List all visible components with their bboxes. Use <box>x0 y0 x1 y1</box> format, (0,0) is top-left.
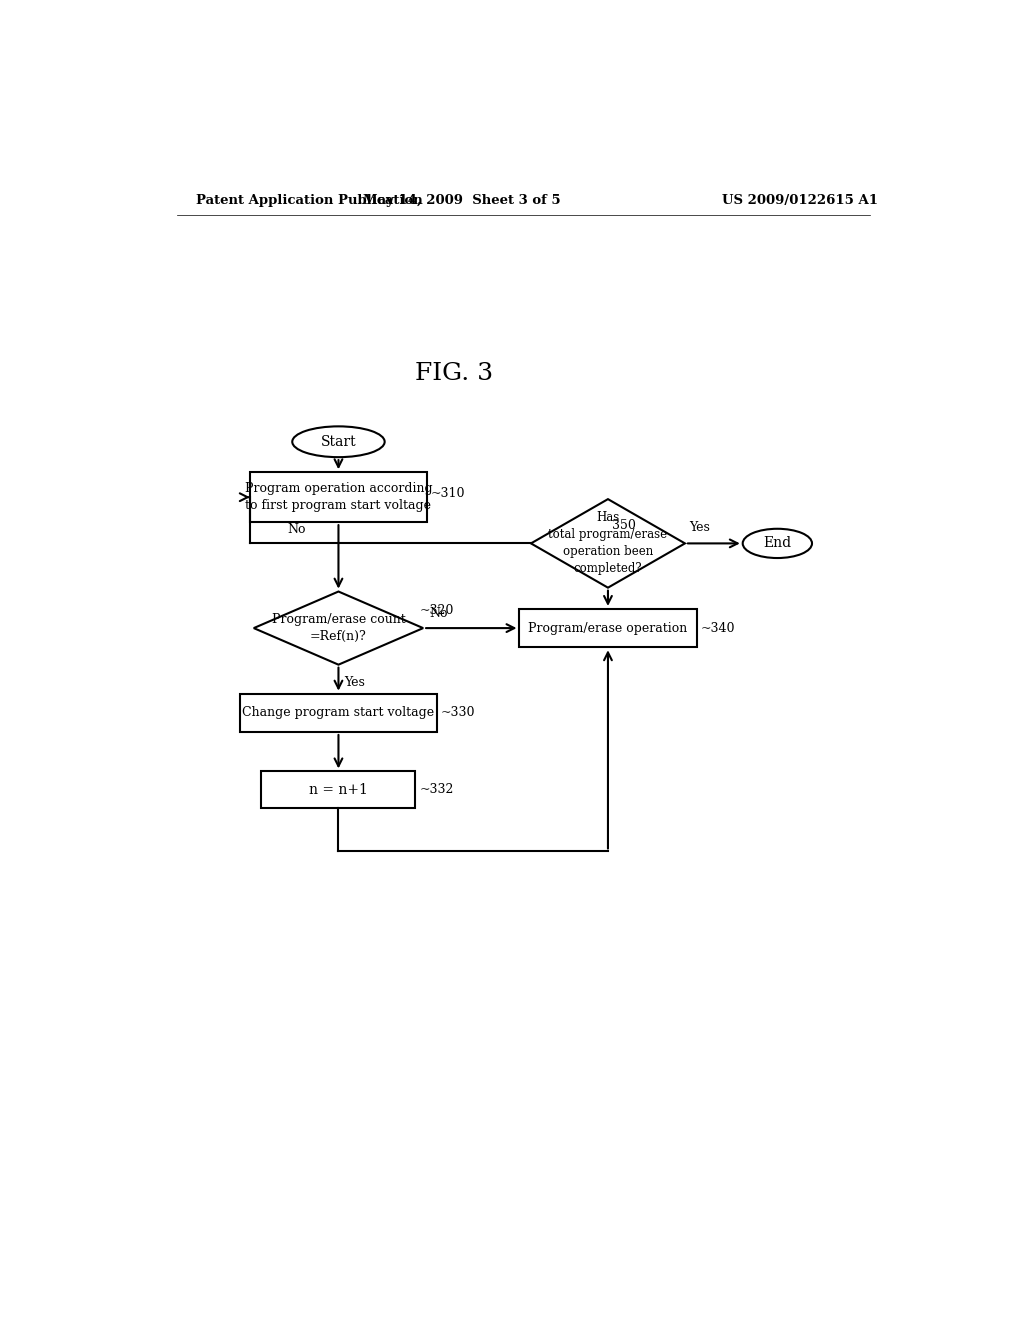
Text: Yes: Yes <box>689 521 710 535</box>
Text: May 14, 2009  Sheet 3 of 5: May 14, 2009 Sheet 3 of 5 <box>362 194 560 207</box>
Text: 350: 350 <box>611 519 636 532</box>
Text: n = n+1: n = n+1 <box>309 783 368 797</box>
Text: Program/erase count
=Ref(n)?: Program/erase count =Ref(n)? <box>271 612 406 643</box>
Polygon shape <box>531 499 685 587</box>
Text: Patent Application Publication: Patent Application Publication <box>196 194 423 207</box>
Text: Start: Start <box>321 434 356 449</box>
Text: Change program start voltage: Change program start voltage <box>243 706 434 719</box>
FancyBboxPatch shape <box>519 609 696 647</box>
Text: ~320: ~320 <box>419 603 454 616</box>
Text: ~332: ~332 <box>419 783 454 796</box>
Ellipse shape <box>292 426 385 457</box>
FancyBboxPatch shape <box>261 771 416 808</box>
Text: End: End <box>763 536 792 550</box>
Text: FIG. 3: FIG. 3 <box>415 363 493 385</box>
FancyBboxPatch shape <box>241 693 436 733</box>
Text: No: No <box>287 523 305 536</box>
Text: No: No <box>429 607 447 620</box>
FancyBboxPatch shape <box>250 473 427 523</box>
Text: Program operation according
to first program start voltage: Program operation according to first pro… <box>245 482 432 512</box>
Text: ~330: ~330 <box>440 706 475 719</box>
Ellipse shape <box>742 529 812 558</box>
Polygon shape <box>254 591 423 665</box>
Text: US 2009/0122615 A1: US 2009/0122615 A1 <box>723 194 879 207</box>
Text: Has
total program/erase
operation been
completed?: Has total program/erase operation been c… <box>549 511 668 576</box>
Text: ~310: ~310 <box>431 487 465 500</box>
Text: Program/erase operation: Program/erase operation <box>528 622 687 635</box>
Text: ~340: ~340 <box>700 622 735 635</box>
Text: Yes: Yes <box>345 676 366 689</box>
